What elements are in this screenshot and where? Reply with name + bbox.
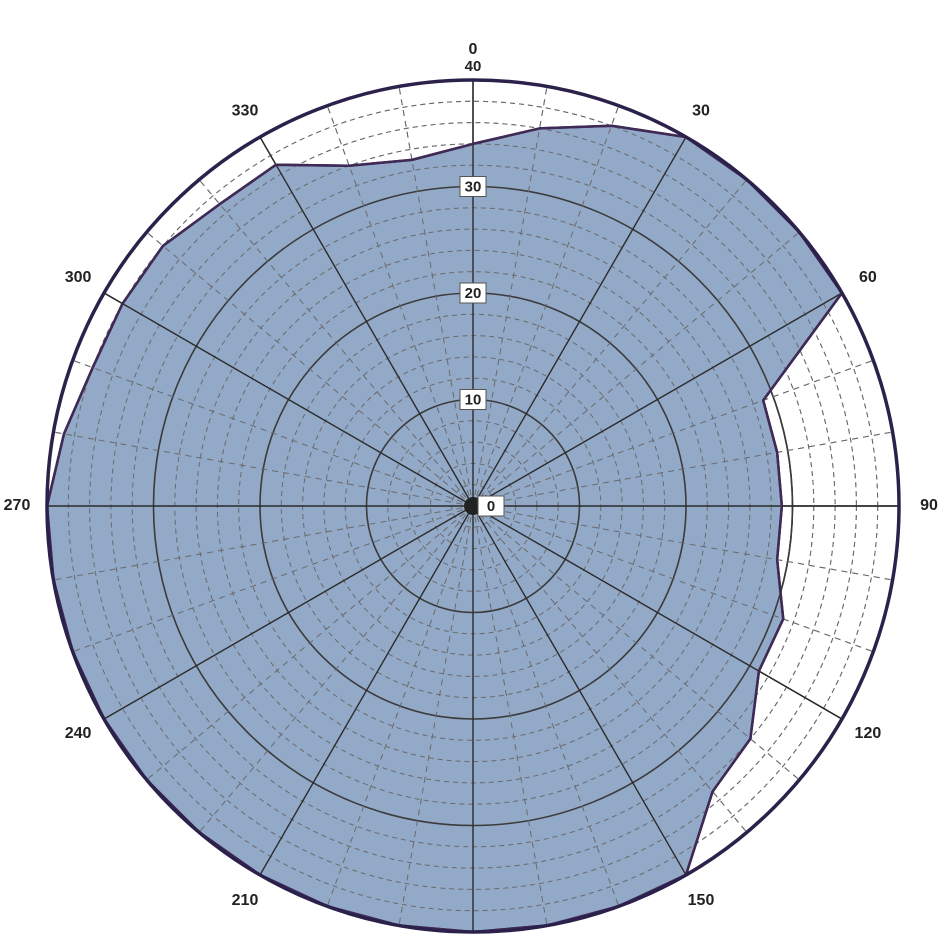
angle-label: 210 xyxy=(232,892,259,909)
angle-label: 330 xyxy=(232,102,259,119)
angle-label: 90 xyxy=(920,497,938,514)
angle-label: 270 xyxy=(4,497,31,514)
angle-label: 240 xyxy=(65,725,92,742)
angle-label: 300 xyxy=(65,269,92,286)
radial-label: 0 xyxy=(478,496,504,516)
radial-label: 10 xyxy=(460,390,486,410)
polar-radar-chart: 0306090120150180210240270300330010203040 xyxy=(0,0,947,947)
angle-label: 30 xyxy=(692,102,710,119)
radial-label-text: 30 xyxy=(465,178,482,195)
angle-label: 0 xyxy=(469,41,478,58)
radial-label: 20 xyxy=(460,283,486,303)
angle-label: 60 xyxy=(859,269,877,286)
radial-label: 40 xyxy=(465,58,482,75)
radial-label: 30 xyxy=(460,177,486,197)
radial-label-text: 0 xyxy=(487,498,495,515)
radial-label-text: 10 xyxy=(465,391,482,408)
angle-label: 150 xyxy=(688,892,715,909)
radial-label-text: 40 xyxy=(465,58,482,75)
angle-label: 120 xyxy=(855,725,882,742)
radial-label-text: 20 xyxy=(465,285,482,302)
